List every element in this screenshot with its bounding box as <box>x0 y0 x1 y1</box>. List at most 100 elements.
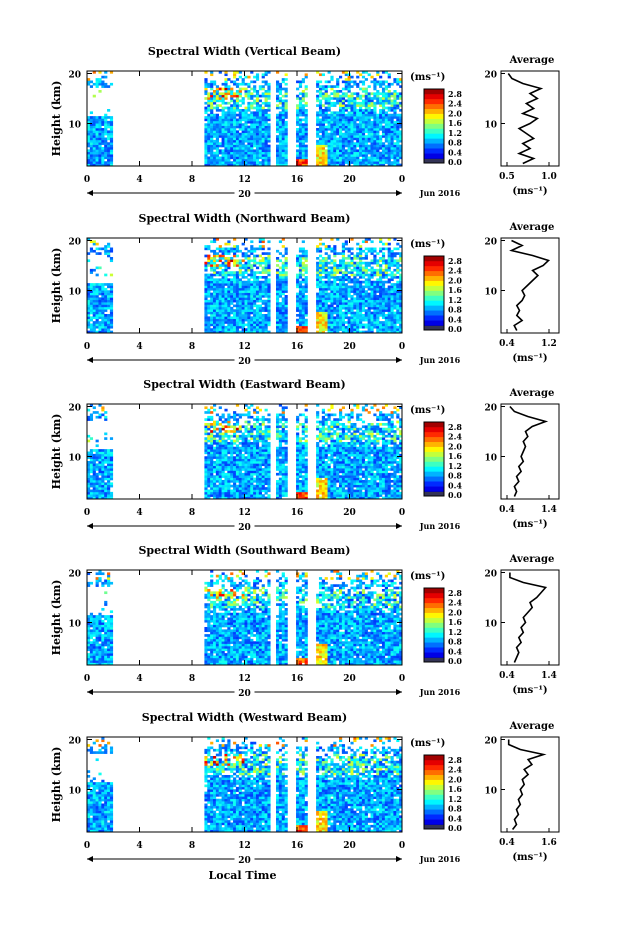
heatmap-cell <box>95 444 99 448</box>
heatmap-cell <box>353 283 357 286</box>
heatmap-cell <box>359 116 363 119</box>
heatmap-cell <box>221 302 225 305</box>
heatmap-cell <box>356 154 360 157</box>
heatmap-cell <box>224 151 228 155</box>
heatmap-cell <box>350 94 354 98</box>
heatmap-cell <box>284 156 288 160</box>
heatmap-cell <box>264 306 268 310</box>
heatmap-cell <box>393 285 397 289</box>
heatmap-cell <box>393 318 397 322</box>
heatmap-cell <box>247 94 251 98</box>
heatmap-cell <box>258 245 262 248</box>
heatmap-cell <box>98 456 102 459</box>
heatmap-cell <box>253 161 257 164</box>
heatmap-cell <box>330 161 334 164</box>
heatmap-cell <box>399 316 403 320</box>
heatmap-cell <box>333 280 337 284</box>
heatmap-cell <box>367 101 371 105</box>
heatmap-cell <box>267 321 271 324</box>
heatmap-cell <box>393 306 397 310</box>
heatmap-cell <box>221 156 225 160</box>
heatmap-cell <box>95 463 99 467</box>
heatmap-cell <box>318 120 323 124</box>
heatmap-cell <box>399 149 403 153</box>
heatmap-cell <box>304 163 308 167</box>
heatmap-cell <box>376 287 380 291</box>
heatmap-cell <box>204 137 208 141</box>
heatmap-cell <box>376 90 380 93</box>
heatmap-cell <box>89 480 94 483</box>
heatmap-cell <box>218 125 222 129</box>
heatmap-cell <box>104 314 108 317</box>
heatmap-cell <box>264 109 268 112</box>
heatmap-cell <box>218 451 222 455</box>
heatmap-cell <box>356 128 360 131</box>
heatmap-cell <box>333 278 337 282</box>
heatmap-cell <box>213 151 217 155</box>
heatmap-cell <box>296 137 300 141</box>
heatmap-cell <box>207 163 211 167</box>
heatmap-cell <box>379 306 383 310</box>
heatmap-cell <box>98 292 102 296</box>
heatmap-cell <box>104 491 108 495</box>
heatmap-cell <box>109 130 114 134</box>
heatmap-cell <box>379 161 383 164</box>
heatmap-cell <box>339 290 343 293</box>
heatmap-cell <box>224 299 228 303</box>
heatmap-cell <box>98 144 102 148</box>
heatmap-cell <box>235 302 240 305</box>
heatmap-cell <box>250 297 254 301</box>
heatmap-cell <box>330 130 334 134</box>
heatmap-cell <box>376 80 380 84</box>
heatmap-cell <box>227 283 231 286</box>
heatmap-cell <box>333 318 337 322</box>
heatmap-cell <box>207 161 211 164</box>
heatmap-cell <box>227 85 231 88</box>
heatmap-cell <box>235 101 240 105</box>
heatmap-cell <box>227 120 231 124</box>
heatmap-cell <box>276 128 280 131</box>
heatmap-cell <box>390 137 394 141</box>
heatmap-cell <box>238 147 242 150</box>
heatmap-cell <box>233 418 237 421</box>
heatmap-cell <box>92 142 96 145</box>
heatmap-cell <box>261 75 265 79</box>
heatmap-cell <box>244 111 248 115</box>
heatmap-cell <box>347 104 351 107</box>
heatmap-cell <box>381 156 386 160</box>
heatmap-cell <box>255 283 260 286</box>
heatmap-cell <box>241 135 245 138</box>
heatmap-cell <box>333 328 337 331</box>
heatmap-cell <box>238 132 242 136</box>
heatmap-cell <box>364 123 368 126</box>
heatmap-cell <box>361 266 366 270</box>
heatmap-cell <box>241 330 245 334</box>
heatmap-cell <box>247 92 251 96</box>
heatmap-cell <box>244 158 248 162</box>
heatmap-cell <box>267 290 271 293</box>
heatmap-cell <box>218 470 222 474</box>
heatmap-cell <box>221 151 225 155</box>
heatmap-cell <box>215 330 220 334</box>
heatmap-cell <box>109 163 114 167</box>
heatmap-cell <box>304 276 308 279</box>
heatmap-cell <box>261 101 265 105</box>
heatmap-cell <box>364 271 368 274</box>
heatmap-cell <box>95 123 99 126</box>
heatmap-cell <box>387 109 391 112</box>
colorbar-step <box>424 260 444 267</box>
heatmap-cell <box>238 314 242 317</box>
heatmap-cell <box>253 278 257 282</box>
heatmap-cell <box>218 264 222 267</box>
heatmap-cell <box>253 139 257 143</box>
heatmap-cell <box>284 261 288 265</box>
heatmap-cell <box>253 130 257 134</box>
heatmap-cell <box>347 151 351 155</box>
heatmap-cell <box>258 149 262 153</box>
heatmap-cell <box>87 297 91 301</box>
heatmap-cell <box>276 154 280 157</box>
heatmap-cell <box>324 109 328 112</box>
heatmap-cell <box>218 323 222 327</box>
heatmap-cell <box>213 273 217 277</box>
heatmap-cell <box>318 299 323 303</box>
